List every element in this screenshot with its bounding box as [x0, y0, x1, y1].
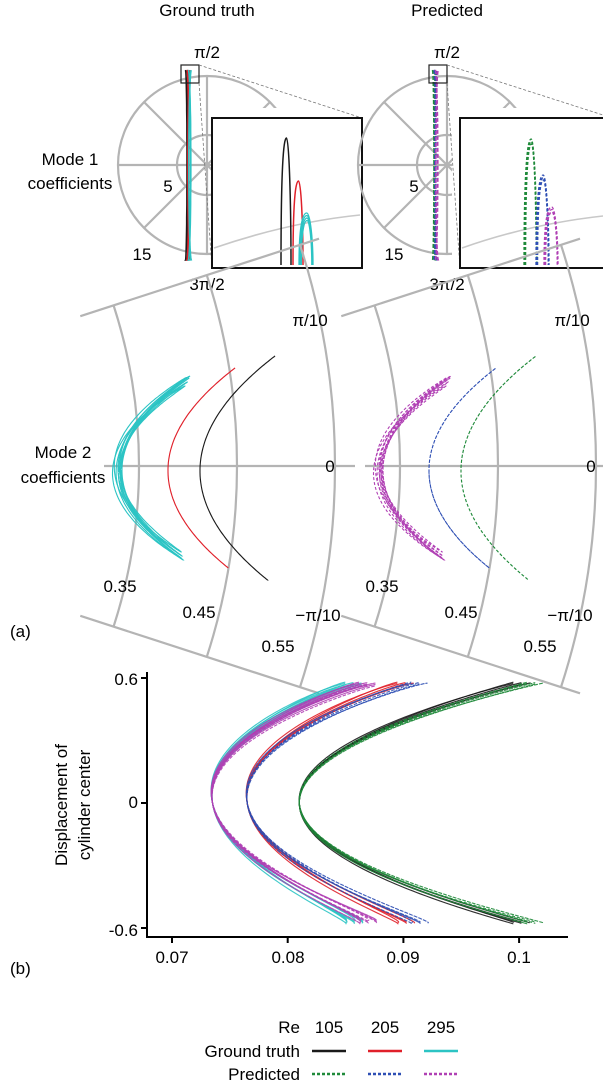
legend: Re 105 205 295 Ground truth Predicted — [205, 1018, 458, 1082]
panel-b-pred-105 — [298, 681, 545, 925]
mode2-gt-radius-035: 0.35 — [103, 577, 136, 596]
mode2-angle-ray — [79, 237, 320, 318]
mode2-pr-angle-bottom: −π/10 — [547, 606, 592, 625]
inset-pr-295 — [543, 206, 559, 266]
mode1-pr-radius-15: 15 — [385, 245, 404, 264]
mode2-gt-angle-bottom: −π/10 — [295, 606, 340, 625]
mode1-gt-angle-top: π/2 — [194, 43, 220, 62]
panel-b-label: (b) — [10, 959, 31, 978]
mode1-gt-radius-5: 5 — [163, 177, 172, 196]
mode1-ground-truth-plot: π/2 3π/2 5 15 — [116, 43, 363, 294]
mode2-pr-radius-055: 0.55 — [523, 637, 556, 656]
xtick-label-008: 0.08 — [271, 948, 304, 967]
mode2-pr-radius-045: 0.45 — [444, 603, 477, 622]
inset-pr-105 — [523, 138, 538, 266]
mode1-series-295 — [434, 69, 440, 261]
xtick-label-007: 0.07 — [155, 948, 188, 967]
xtick-label-009: 0.09 — [386, 948, 419, 967]
panel-b-plot: 0.6 0 -0.6 0.07 0.08 0.09 0.1 Displaceme… — [52, 670, 568, 967]
mode1-ground-truth-inset — [211, 117, 363, 269]
y-axis-label-line2: cylinder center — [75, 749, 94, 860]
mode2-predicted-curves — [372, 355, 537, 581]
col-title-ground-truth: Ground truth — [159, 1, 254, 20]
mode2-series-105 — [199, 355, 276, 581]
mode2-ground-truth-plot: π/10 0 −π/10 0.35 0.45 0.55 — [79, 237, 355, 695]
mode2-angle-ray — [340, 614, 581, 695]
panel-a-label: (a) — [10, 622, 31, 641]
zoom-box — [180, 64, 200, 84]
legend-re-label: Re — [278, 1018, 300, 1037]
mode2-gt-radius-045: 0.45 — [182, 603, 215, 622]
mode1-series-105 — [431, 69, 437, 261]
mode1-gt-radius-15: 15 — [133, 245, 152, 264]
mode1-predicted-curves — [431, 69, 440, 261]
mode2-predicted-plot: π/10 0 −π/10 0.35 0.45 0.55 — [340, 237, 603, 695]
legend-re-205: 205 — [371, 1018, 399, 1037]
mode2-series-205 — [167, 367, 236, 569]
mode2-angle-ray — [340, 237, 581, 318]
mode1-predicted-inset — [459, 117, 603, 269]
legend-re-105: 105 — [315, 1018, 343, 1037]
mode1-pr-angle-top: π/2 — [434, 43, 460, 62]
mode2-pr-angle-top: π/10 — [554, 311, 589, 330]
mode2-series-295 — [111, 375, 191, 561]
inset-pr-205 — [535, 174, 550, 266]
mode1-gt-angle-bottom: 3π/2 — [189, 275, 224, 294]
inset-gt-105 — [280, 137, 292, 266]
ytick-label-mid: 0 — [129, 793, 138, 812]
mode2-gt-angle-zero: 0 — [325, 457, 334, 476]
mode1-series-105 — [184, 69, 190, 261]
mode1-pr-radius-5: 5 — [409, 177, 418, 196]
ytick-label-top: 0.6 — [114, 670, 138, 689]
ytick-label-bottom: -0.6 — [109, 921, 138, 940]
mode2-angle-ray — [79, 614, 320, 695]
mode2-series-205 — [428, 367, 497, 569]
y-axis-label-line1: Displacement of — [52, 744, 71, 866]
panel-b-curves — [210, 681, 545, 925]
row-label-mode2-line1: Mode 2 — [35, 443, 92, 462]
mode2-pr-angle-zero: 0 — [586, 457, 595, 476]
zoom-box — [428, 64, 448, 84]
legend-row-predicted: Predicted — [228, 1065, 300, 1082]
mode1-ground-truth-curves — [184, 69, 193, 261]
mode2-pr-radius-035: 0.35 — [365, 577, 398, 596]
panel-b-pred-205 — [245, 681, 429, 925]
mode2-series-105 — [460, 355, 537, 581]
mode2-gt-radius-055: 0.55 — [261, 637, 294, 656]
inset-gt-295 — [298, 212, 314, 266]
col-title-predicted: Predicted — [411, 1, 483, 20]
mode1-predicted-plot: π/2 3π/2 5 15 — [356, 43, 603, 294]
legend-row-ground-truth: Ground truth — [205, 1042, 300, 1061]
mode2-ground-truth-curves — [111, 355, 276, 581]
xtick-label-01: 0.1 — [507, 948, 531, 967]
legend-re-295: 295 — [427, 1018, 455, 1037]
row-label-mode1-line1: Mode 1 — [42, 150, 99, 169]
mode2-series-295 — [372, 375, 452, 561]
mode1-series-295 — [187, 69, 193, 261]
row-label-mode2-line2: coefficients — [21, 468, 106, 487]
mode2-gt-angle-top: π/10 — [292, 311, 327, 330]
row-label-mode1-line2: coefficients — [28, 174, 113, 193]
panel-b-pred-295 — [210, 681, 378, 925]
